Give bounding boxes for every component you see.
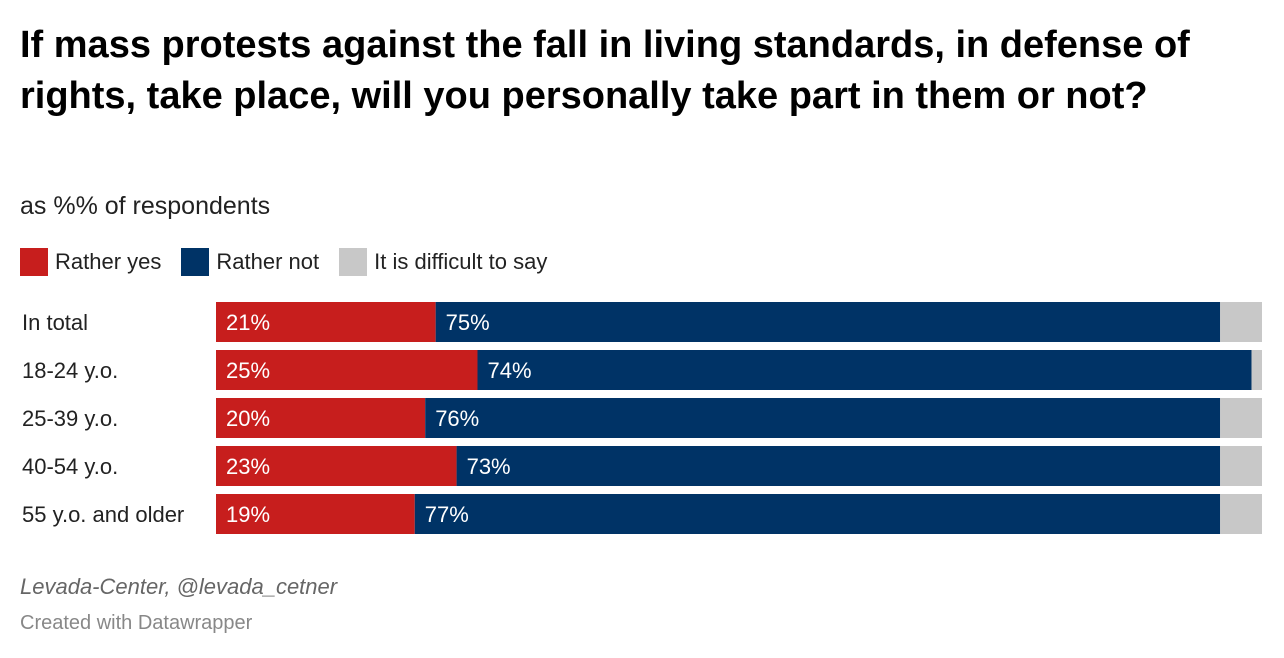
legend-item-difficult: It is difficult to say: [339, 248, 547, 276]
bar-rather-yes-18-24-y-o: [216, 350, 478, 390]
value-label-rather-not-25-39-y-o: 76%: [435, 406, 479, 431]
legend-swatch-rather-not: [181, 248, 210, 276]
bar-it-is-difficult-to-say-40-54-y-o: [1220, 446, 1262, 486]
category-label-55-y-o-and-older: 55 y.o. and older: [22, 502, 184, 527]
value-label-rather-not-in-total: 75%: [446, 310, 490, 335]
bar-rather-not-in-total: [435, 302, 1221, 342]
bar-rather-not-40-54-y-o: [456, 446, 1221, 486]
bar-rather-yes-55-y-o-and-older: [216, 494, 415, 534]
bar-rather-not-55-y-o-and-older: [414, 494, 1221, 534]
source-note: Levada-Center, @levada_cetner: [20, 574, 338, 599]
value-label-rather-not-40-54-y-o: 73%: [467, 454, 511, 479]
legend-label-rather-yes: Rather yes: [55, 249, 162, 274]
bar-rather-yes-25-39-y-o: [216, 398, 426, 438]
value-label-rather-not-18-24-y-o: 74%: [488, 358, 532, 383]
chart-title: If mass protests against the fall in liv…: [20, 24, 1190, 117]
legend-item-rather-yes: Rather yes: [20, 248, 161, 276]
bar-rather-yes-40-54-y-o: [216, 446, 457, 486]
legend-swatch-difficult: [339, 248, 368, 276]
value-label-rather-yes-18-24-y-o: 25%: [226, 358, 270, 383]
bar-it-is-difficult-to-say-25-39-y-o: [1220, 398, 1262, 438]
bar-rather-not-25-39-y-o: [425, 398, 1221, 438]
legend-label-difficult: It is difficult to say: [374, 249, 548, 274]
bar-it-is-difficult-to-say-55-y-o-and-older: [1220, 494, 1262, 534]
chart-subtitle: as %% of respondents: [20, 192, 271, 220]
category-label-18-24-y-o: 18-24 y.o.: [22, 358, 118, 383]
value-label-rather-not-55-y-o-and-older: 77%: [425, 502, 469, 527]
legend-label-rather-not: Rather not: [216, 249, 320, 274]
value-label-rather-yes-in-total: 21%: [226, 310, 270, 335]
value-label-rather-yes-55-y-o-and-older: 19%: [226, 502, 270, 527]
bar-rather-yes-in-total: [216, 302, 436, 342]
bar-it-is-difficult-to-say-18-24-y-o: [1251, 350, 1262, 390]
bar-it-is-difficult-to-say-in-total: [1220, 302, 1262, 342]
stacked-bar-chart: In total 21% 75% 18-24 y.o. 25% 74% 25-39 y.o.…: [22, 302, 1262, 534]
legend: Rather yes Rather not It is difficult to…: [20, 246, 567, 278]
category-label-in-total: In total: [22, 310, 88, 335]
category-label-40-54-y-o: 40-54 y.o.: [22, 454, 118, 479]
value-label-rather-yes-25-39-y-o: 20%: [226, 406, 270, 431]
value-label-rather-yes-40-54-y-o: 23%: [226, 454, 270, 479]
credit-note: Created with Datawrapper: [20, 612, 253, 634]
legend-swatch-rather-yes: [20, 248, 48, 276]
legend-item-rather-not: Rather not: [181, 248, 319, 276]
category-label-25-39-y-o: 25-39 y.o.: [22, 406, 118, 431]
bar-rather-not-18-24-y-o: [477, 350, 1252, 390]
